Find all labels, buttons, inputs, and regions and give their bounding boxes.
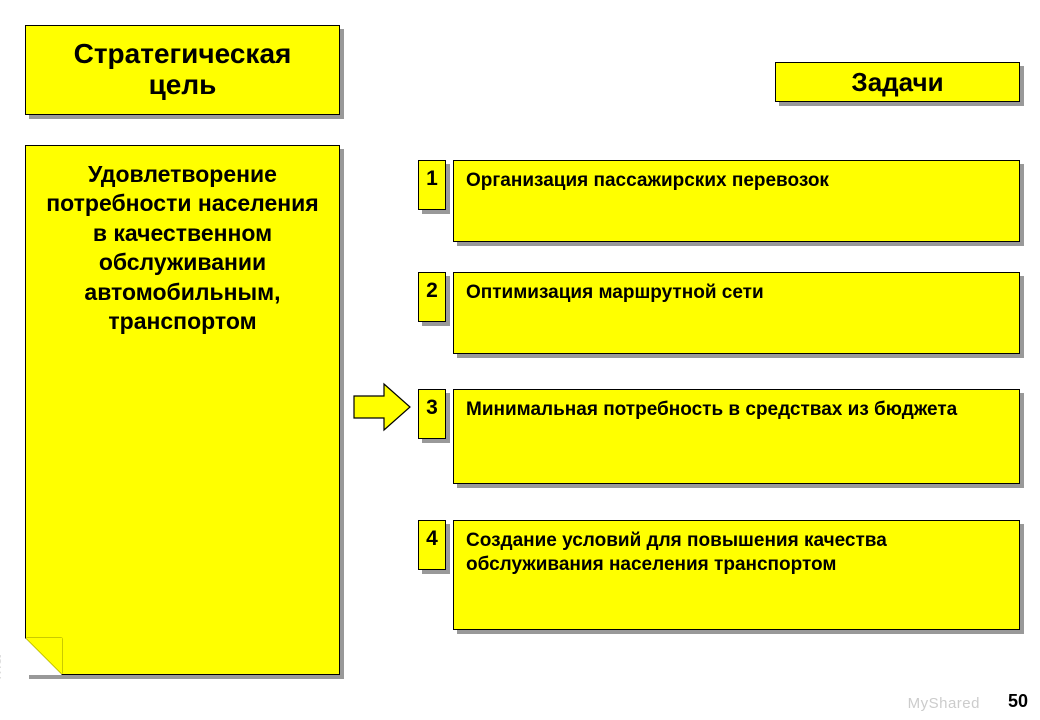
task-number-2: 2 bbox=[418, 272, 446, 322]
watermark-right: MyShared bbox=[908, 695, 980, 712]
watermark-left: Ma bbox=[0, 655, 6, 680]
goal-text: Удовлетворение потребности населения в к… bbox=[46, 161, 318, 334]
task-box-1: Организация пассажирских перевозок bbox=[453, 160, 1020, 242]
task-box-3: Минимальная потребность в средствах из б… bbox=[453, 389, 1020, 484]
task-number-3: 3 bbox=[418, 389, 446, 439]
arrow-right-icon bbox=[352, 380, 412, 434]
task-box-2: Оптимизация маршрутной сети bbox=[453, 272, 1020, 354]
goal-body-box: Удовлетворение потребности населения в к… bbox=[25, 145, 340, 675]
tasks-header: Задачи bbox=[775, 62, 1020, 102]
task-number-4: 4 bbox=[418, 520, 446, 570]
page-fold-corner bbox=[26, 638, 62, 674]
strategic-goal-header: Стратегическая цель bbox=[25, 25, 340, 115]
task-box-4: Создание условий для повышения качества … bbox=[453, 520, 1020, 630]
page-number: 50 bbox=[1008, 691, 1028, 712]
task-number-1: 1 bbox=[418, 160, 446, 210]
